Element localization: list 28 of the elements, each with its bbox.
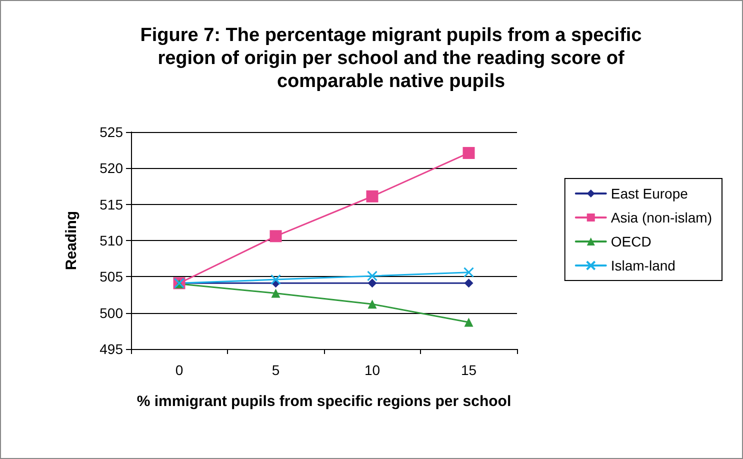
- x-tick-label: 15: [460, 362, 477, 378]
- point: [367, 270, 378, 282]
- point: [271, 288, 280, 298]
- legend-label: Asia (non-islam): [610, 210, 712, 226]
- y-tick-label: 510: [100, 232, 124, 248]
- x-axis-title: % immigrant pupils from specific regions per school: [136, 393, 512, 410]
- legend-label: Islam-land: [610, 258, 676, 274]
- y-tick-label: 525: [100, 124, 124, 140]
- x-tick-label: 10: [364, 362, 380, 378]
- y-tick-label: 520: [100, 160, 124, 176]
- x-tick-label: 5: [272, 362, 280, 378]
- y-axis-title: Reading: [63, 210, 80, 270]
- point: [464, 278, 474, 288]
- y-tick-label: 495: [100, 341, 124, 357]
- point: [368, 278, 377, 288]
- x-tick-label: 0: [175, 362, 184, 378]
- point: [366, 190, 378, 202]
- point: [462, 146, 475, 159]
- legend-label: East Europe: [610, 186, 688, 202]
- chart-title: Figure 7: The percentage migrant pupils from a specific region of origin per school and the reading score of comparable native pupils: [140, 25, 642, 92]
- y-tick-label: 515: [100, 196, 124, 212]
- y-tick-label: 505: [100, 268, 124, 285]
- point: [270, 274, 281, 285]
- legend-label: OECD: [610, 234, 652, 250]
- point: [270, 230, 282, 242]
- y-tick-label: 500: [100, 304, 124, 321]
- point: [368, 300, 377, 309]
- point: [464, 318, 474, 327]
